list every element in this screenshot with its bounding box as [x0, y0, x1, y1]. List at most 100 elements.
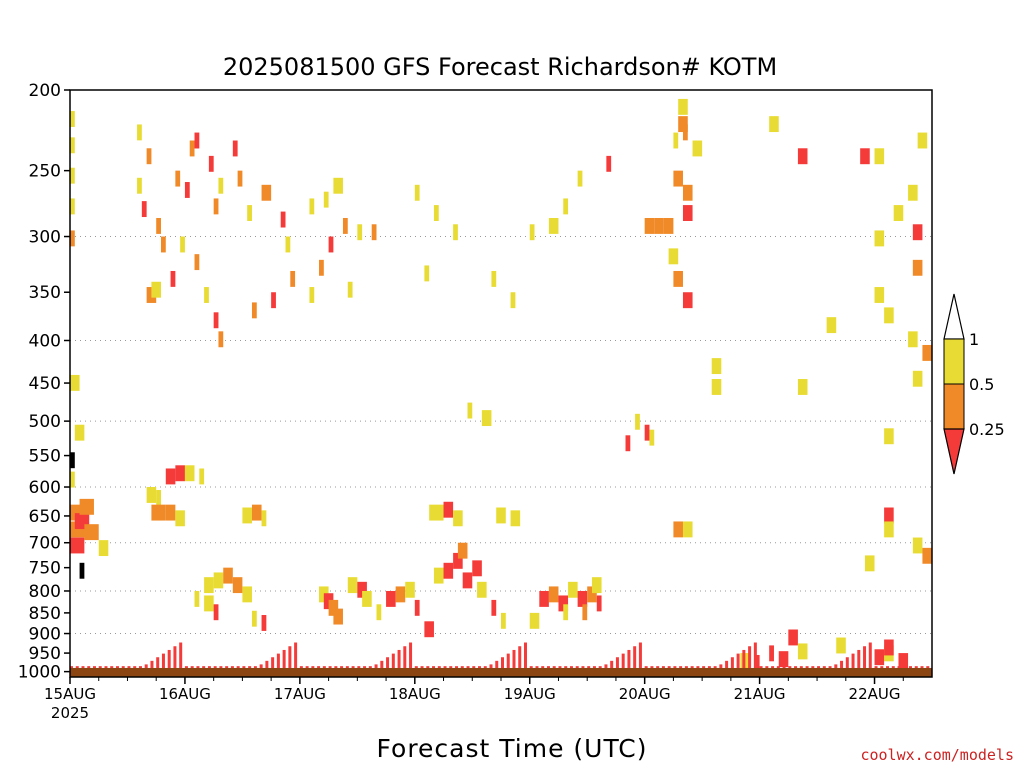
surface-cell [753, 642, 757, 668]
surface-cell [523, 642, 527, 668]
surface-cell [472, 666, 476, 669]
ri-cell [70, 374, 80, 391]
credit-text: coolwx.com/models [860, 746, 1014, 764]
surface-cell [656, 666, 660, 669]
ri-cell [386, 590, 396, 607]
ri-cell [884, 639, 894, 656]
ri-cell [912, 259, 923, 276]
surface-cell [868, 642, 872, 668]
surface-cell [414, 666, 418, 669]
legend-label: 0.5 [969, 375, 994, 394]
ri-cell [912, 370, 923, 387]
ri-cell [261, 615, 267, 631]
ri-cell [496, 507, 506, 524]
y-tick-label: 850 [29, 604, 61, 624]
ri-cell [251, 302, 257, 319]
ri-cell [769, 116, 779, 133]
ri-cell [232, 577, 243, 594]
ri-cell [491, 599, 497, 616]
ri-cell [912, 537, 923, 554]
x-axis-label: Forecast Time (UTC) [377, 734, 648, 763]
ri-cell [908, 184, 918, 201]
y-tick-label: 450 [29, 374, 61, 394]
surface-cell [426, 666, 430, 669]
ri-cell [922, 547, 932, 564]
surface-cell [161, 653, 165, 668]
surface-cell [225, 666, 229, 669]
surface-cell [587, 666, 591, 669]
ri-cell [908, 331, 918, 348]
ri-cell [204, 595, 214, 612]
ri-cell [769, 645, 774, 662]
surface-cell [305, 666, 309, 669]
surface-cell [81, 666, 85, 669]
surface-cell [104, 666, 108, 669]
surface-cell [368, 666, 372, 669]
ri-cell [864, 555, 875, 572]
ri-cell [333, 177, 343, 194]
y-tick-label: 300 [29, 228, 61, 248]
surface-cell [771, 666, 775, 669]
ri-cell [319, 259, 324, 276]
ri-cell [673, 132, 679, 149]
surface-cell [190, 666, 194, 669]
ri-cell [582, 604, 588, 621]
surface-cell [926, 666, 930, 669]
richardson-cells [70, 98, 942, 671]
surface-cell [156, 657, 160, 668]
surface-cell [506, 653, 510, 668]
surface-cell [909, 666, 913, 669]
surface-cell [259, 664, 263, 668]
ri-cell [898, 653, 909, 669]
surface-cell [541, 666, 545, 669]
ri-cell [884, 428, 894, 445]
surface-cell [719, 664, 723, 668]
surface-cell [776, 666, 780, 669]
ri-cell [323, 191, 329, 208]
y-tick-label: 250 [29, 162, 61, 182]
ri-cell [797, 643, 808, 660]
ri-cell [563, 198, 569, 215]
surface-cell [633, 646, 637, 668]
x-tick-label: 20AUG [619, 685, 671, 703]
ri-cell [481, 410, 492, 427]
legend-swatch-yellow [943, 338, 965, 385]
ri-cell [577, 170, 583, 187]
ri-cell [874, 148, 885, 165]
y-tick-label: 800 [29, 582, 61, 602]
surface-cell [748, 646, 752, 668]
y-axis: 200 250 300 350 400 450 500 550 600 650 700 750 8008… [18, 81, 70, 683]
surface-cell [432, 666, 436, 669]
ri-cell [932, 532, 942, 548]
y-tick-label: 650 [29, 507, 61, 527]
ri-cell [137, 124, 142, 141]
surface-cell [782, 666, 786, 669]
surface-cell [489, 664, 493, 668]
ri-cell [184, 465, 195, 482]
ri-cell [328, 236, 334, 253]
surface-cell [75, 666, 79, 669]
surface-cell [380, 660, 384, 668]
ri-cell [208, 155, 214, 172]
surface-cell [317, 666, 321, 669]
y-tick-label: 600 [29, 478, 61, 498]
ri-cell [472, 560, 482, 577]
ri-cell [285, 236, 291, 253]
ri-cell [70, 230, 75, 247]
surface-cell [742, 649, 746, 668]
ri-cell [141, 201, 147, 218]
surface-cell [604, 664, 608, 668]
ri-cell [79, 562, 85, 579]
surface-cell [799, 666, 803, 669]
surface-cell [696, 666, 700, 669]
ri-cell [184, 182, 190, 198]
surface-cell [202, 666, 206, 669]
ri-cell [199, 468, 205, 485]
ri-cell [932, 487, 942, 503]
surface-cell [920, 666, 924, 669]
ri-cell [218, 177, 224, 194]
ri-cell [261, 510, 267, 527]
ri-cell [826, 317, 837, 334]
ri-cell [558, 595, 569, 612]
